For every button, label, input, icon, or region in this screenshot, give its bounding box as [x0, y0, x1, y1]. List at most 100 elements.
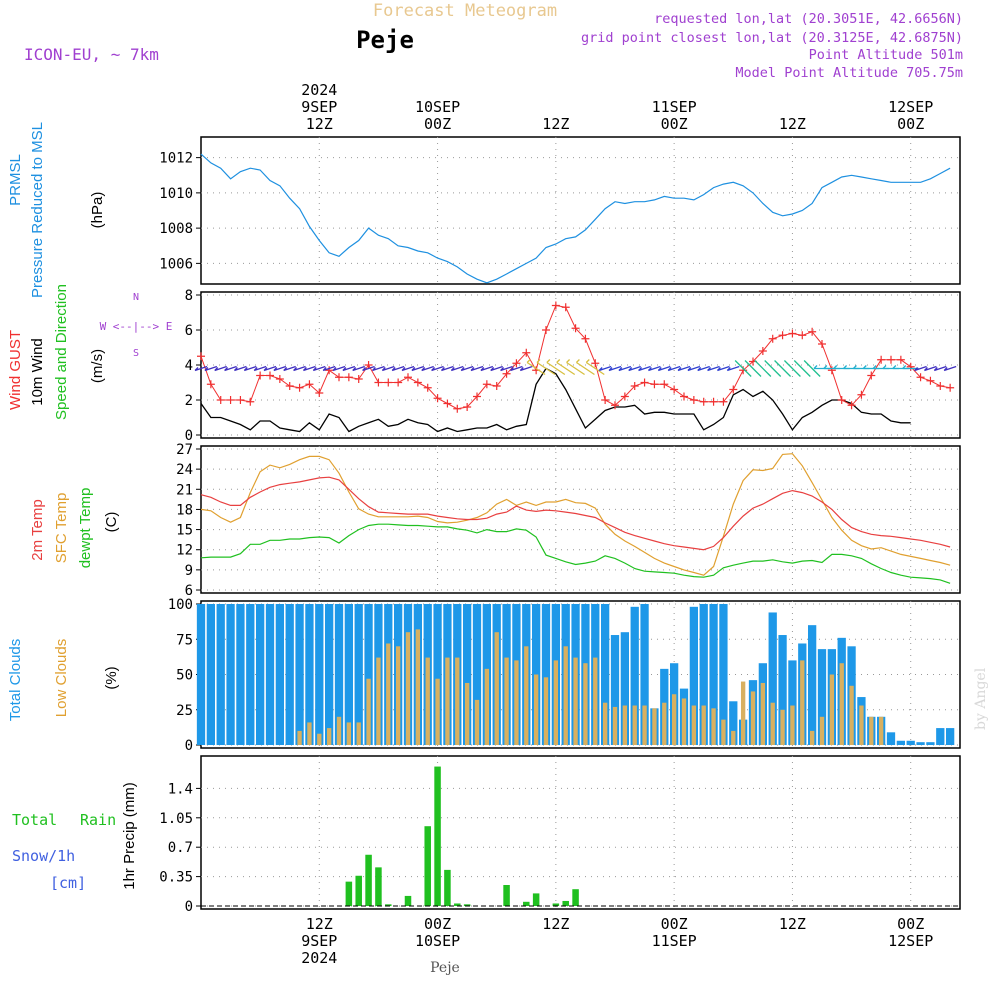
- low-cloud-bar: [415, 629, 421, 745]
- total-cloud-bar: [334, 604, 344, 745]
- low-cloud-bar: [819, 716, 825, 745]
- total-cloud-bar: [946, 728, 955, 745]
- gust-marker: [492, 382, 501, 390]
- low-cloud-bar: [543, 677, 549, 745]
- gust-marker: [482, 380, 491, 389]
- total-cloud-bar: [216, 604, 225, 745]
- wind-direction-arrow: [716, 365, 730, 372]
- total-cloud-bar: [729, 701, 738, 745]
- total-cloud-bar: [936, 728, 945, 745]
- gust-marker: [837, 396, 846, 404]
- low-cloud-bar: [504, 657, 509, 745]
- wind-direction-arrow: [194, 365, 208, 372]
- total-cloud-bar: [196, 604, 206, 745]
- total-cloud-bar: [256, 604, 265, 745]
- clouds-tick-label: 0: [185, 738, 193, 754]
- low-cloud-bar: [780, 709, 785, 745]
- low-cloud-bar: [326, 728, 332, 745]
- bottom-time-label: 12SEP: [888, 932, 933, 950]
- total-cloud-bar: [472, 604, 482, 745]
- dewpoint-series: [200, 523, 951, 584]
- low-cloud-bar: [740, 681, 746, 745]
- total-cloud-bar: [236, 604, 245, 745]
- low-cloud-bar: [386, 643, 391, 745]
- clouds-label-unit: (%): [103, 666, 120, 689]
- pressure-tick-label: 1010: [159, 186, 193, 202]
- low-cloud-bar: [366, 678, 371, 745]
- top-time-label: 12SEP: [888, 98, 933, 116]
- bottom-time-label: 10SEP: [415, 932, 460, 950]
- wind-direction-arrow: [575, 359, 595, 376]
- gust-marker: [453, 404, 462, 413]
- low-cloud-bar: [652, 708, 657, 745]
- wind-direction-arrow: [312, 365, 326, 372]
- wind-direction-arrow: [526, 359, 546, 376]
- bottom-time-label: 12Z: [306, 915, 333, 933]
- wind-direction-arrow: [401, 365, 415, 372]
- gust-marker: [325, 366, 334, 375]
- pressure-series: [200, 153, 951, 284]
- gust-marker: [680, 392, 688, 401]
- temperature-tick-label: 21: [176, 482, 193, 498]
- gust-marker: [798, 331, 807, 340]
- low-cloud-bar: [514, 660, 519, 745]
- precip-tick-label: 1.4: [168, 781, 193, 797]
- total-cloud-bar: [206, 604, 215, 745]
- low-cloud-bar: [681, 698, 687, 745]
- temp-label-2m: 2m Temp: [29, 499, 46, 560]
- gust-marker: [936, 382, 945, 390]
- low-cloud-bar: [701, 705, 706, 745]
- compass-north: N: [133, 292, 139, 303]
- temp-label-dewpt: dewpt Temp: [77, 488, 94, 569]
- gust-marker: [620, 392, 629, 401]
- wind-direction-arrow: [243, 365, 257, 372]
- panel-frame-5: [200, 755, 961, 910]
- sfc-temp-series: [200, 453, 951, 576]
- gust-marker: [581, 334, 590, 343]
- gust-marker: [768, 334, 777, 343]
- gust-marker: [916, 373, 925, 382]
- top-time-label: 00Z: [897, 115, 924, 133]
- wind-direction-arrow: [598, 365, 612, 372]
- bottom-time-label: 12Z: [779, 915, 806, 933]
- gust-marker: [630, 382, 639, 390]
- gust-marker: [226, 396, 235, 404]
- wind-tick-label: 4: [185, 358, 193, 374]
- panel-frame-1: [200, 136, 961, 285]
- precip-bar: [454, 903, 461, 906]
- wind-direction-arrow: [585, 359, 605, 376]
- gust-marker: [443, 399, 452, 408]
- wind-direction-arrow: [460, 365, 474, 372]
- temperature-tick-label: 27: [176, 442, 193, 458]
- temperature-tick-label: 24: [176, 462, 193, 478]
- pressure-label-msl: Pressure Reduced to MSL: [29, 122, 46, 298]
- clouds-tick-label: 75: [176, 632, 193, 648]
- wind-direction-arrow: [302, 365, 316, 372]
- gust-marker: [729, 385, 738, 394]
- gust-marker: [719, 397, 728, 406]
- clouds-tick-label: 100: [168, 597, 193, 613]
- low-cloud-bar: [790, 705, 795, 745]
- bottom-time-label: 12Z: [542, 915, 569, 933]
- precip-tick-label: 0.35: [159, 870, 193, 886]
- precip-bar: [572, 889, 579, 906]
- low-cloud-bar: [829, 674, 835, 745]
- low-cloud-bar: [356, 722, 361, 745]
- watermark: by Angel: [973, 667, 989, 730]
- low-cloud-bar: [474, 699, 480, 745]
- low-cloud-bar: [445, 657, 450, 745]
- total-cloud-bar: [768, 612, 777, 745]
- wind-direction-arrow: [332, 365, 346, 372]
- total-cloud-bar: [265, 604, 275, 745]
- gust-marker: [758, 347, 767, 355]
- compass-west-east: W <--|--> E: [100, 320, 173, 333]
- wind-direction-arrow: [536, 359, 556, 376]
- precip-bar: [562, 900, 569, 906]
- temp-2m-series: [200, 476, 951, 551]
- total-cloud-bar: [433, 604, 442, 745]
- total-cloud-bar: [620, 632, 629, 745]
- wind-label-unit: (m/s): [89, 349, 106, 383]
- pressure-tick-label: 1012: [159, 151, 193, 167]
- wind-direction-arrow: [273, 365, 287, 372]
- gust-marker: [502, 369, 511, 378]
